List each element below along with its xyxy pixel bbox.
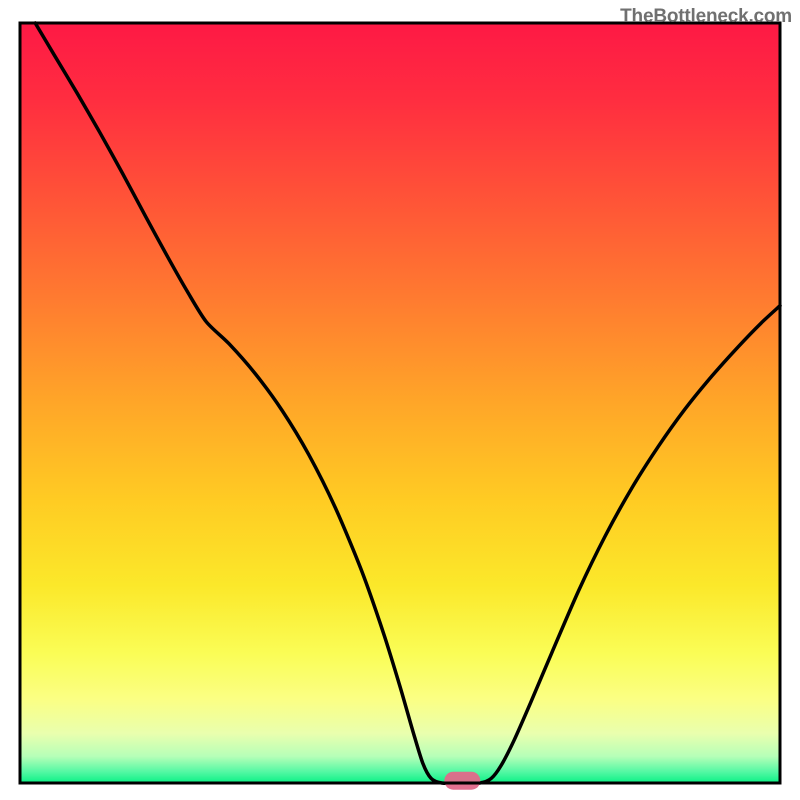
- bottleneck-chart: TheBottleneck.com: [0, 0, 800, 800]
- chart-canvas: [0, 0, 800, 800]
- plot-background: [20, 23, 780, 783]
- optimal-marker: [444, 772, 480, 790]
- watermark-label: TheBottleneck.com: [620, 6, 792, 28]
